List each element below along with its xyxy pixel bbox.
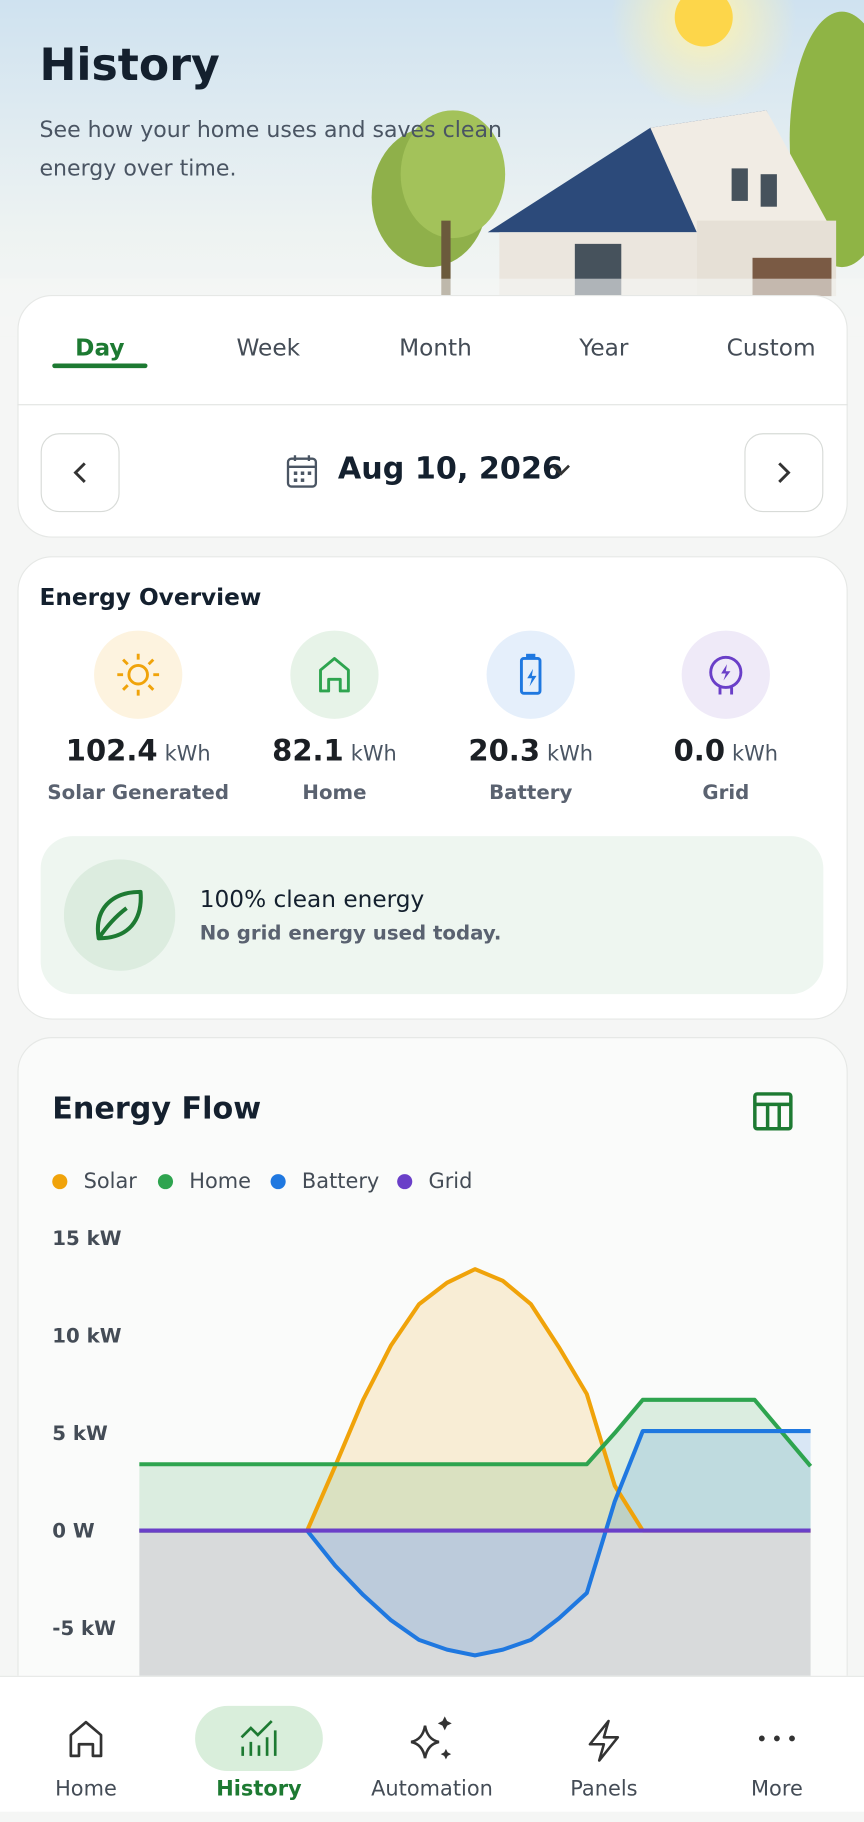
- legend-label: Grid: [428, 1169, 473, 1194]
- legend-label: Home: [189, 1169, 252, 1194]
- tab[interactable]: Week: [236, 333, 301, 362]
- legend-dot: [52, 1174, 68, 1190]
- tab[interactable]: Day: [75, 333, 125, 362]
- calendar-icon: [286, 455, 318, 488]
- value-number: 20.3: [468, 733, 541, 768]
- home-icon: [290, 630, 379, 719]
- nav-item[interactable]: More: [750, 1776, 803, 1802]
- tab[interactable]: Custom: [726, 333, 816, 362]
- nav-item[interactable]: Automation: [371, 1776, 493, 1802]
- legend-dot: [270, 1174, 286, 1190]
- grid-icon: [681, 630, 770, 719]
- page-subtitle: See how your home uses and saves clean e…: [39, 117, 502, 182]
- value-number: 102.4: [65, 733, 158, 768]
- overview-value: 20.3 kWh: [468, 734, 593, 768]
- nav-item[interactable]: History: [216, 1776, 302, 1802]
- battery-icon: [486, 630, 575, 719]
- date-picker[interactable]: Aug 10, 2026: [337, 451, 563, 487]
- value-number: 82.1: [272, 733, 344, 768]
- y-tick-label: 0 W: [52, 1520, 95, 1543]
- divider: [17, 404, 848, 406]
- overview-value: 0.0 kWh: [674, 734, 778, 768]
- clean-banner: [40, 836, 824, 995]
- clean-title: 100% clean energy: [199, 884, 425, 913]
- negative-region: [139, 1530, 811, 1677]
- area-fill: [139, 1431, 811, 1656]
- next-button[interactable]: [744, 433, 824, 513]
- tab[interactable]: Year: [579, 333, 629, 362]
- tab-indicator: [52, 363, 148, 369]
- nav-active-pill: [195, 1705, 323, 1771]
- value-unit: kWh: [546, 742, 594, 767]
- y-tick-label: -5 kW: [52, 1617, 116, 1640]
- overview-label: Grid: [702, 781, 750, 805]
- nav-item[interactable]: Home: [55, 1776, 117, 1802]
- table-view-button[interactable]: [753, 1092, 795, 1131]
- overview-value: 82.1 kWh: [272, 734, 397, 768]
- page-title: History: [39, 39, 220, 91]
- nav-icons: [69, 1716, 795, 1762]
- value-unit: kWh: [350, 742, 397, 767]
- overview-label: Home: [302, 781, 367, 805]
- legend-dot: [157, 1174, 174, 1190]
- period-card: [17, 294, 848, 538]
- value-number: 0.0: [673, 733, 726, 768]
- chevron-down: [551, 464, 570, 476]
- clean-text: No grid energy used today.: [199, 922, 502, 946]
- value-unit: kWh: [731, 742, 779, 767]
- nav-item[interactable]: Panels: [570, 1776, 638, 1802]
- chart-title: Energy Flow: [52, 1091, 262, 1127]
- overview-value: 102.4 kWh: [66, 734, 211, 768]
- overview-label: Battery: [489, 781, 573, 805]
- section-title: Energy Overview: [39, 582, 262, 611]
- legend-label: Solar: [83, 1169, 137, 1194]
- prev-button[interactable]: [40, 433, 120, 513]
- legend-label: Battery: [301, 1169, 380, 1194]
- series-line: [139, 1397, 813, 1468]
- overview-label: Solar Generated: [47, 781, 229, 805]
- y-tick-label: 10 kW: [52, 1324, 121, 1347]
- legend-dot: [397, 1174, 413, 1190]
- area-fill: [139, 1269, 811, 1531]
- y-tick-label: 5 kW: [52, 1422, 108, 1445]
- value-unit: kWh: [164, 742, 211, 767]
- solar-icon: [94, 630, 183, 719]
- y-tick-label: 15 kW: [52, 1227, 121, 1250]
- tab[interactable]: Month: [399, 333, 472, 362]
